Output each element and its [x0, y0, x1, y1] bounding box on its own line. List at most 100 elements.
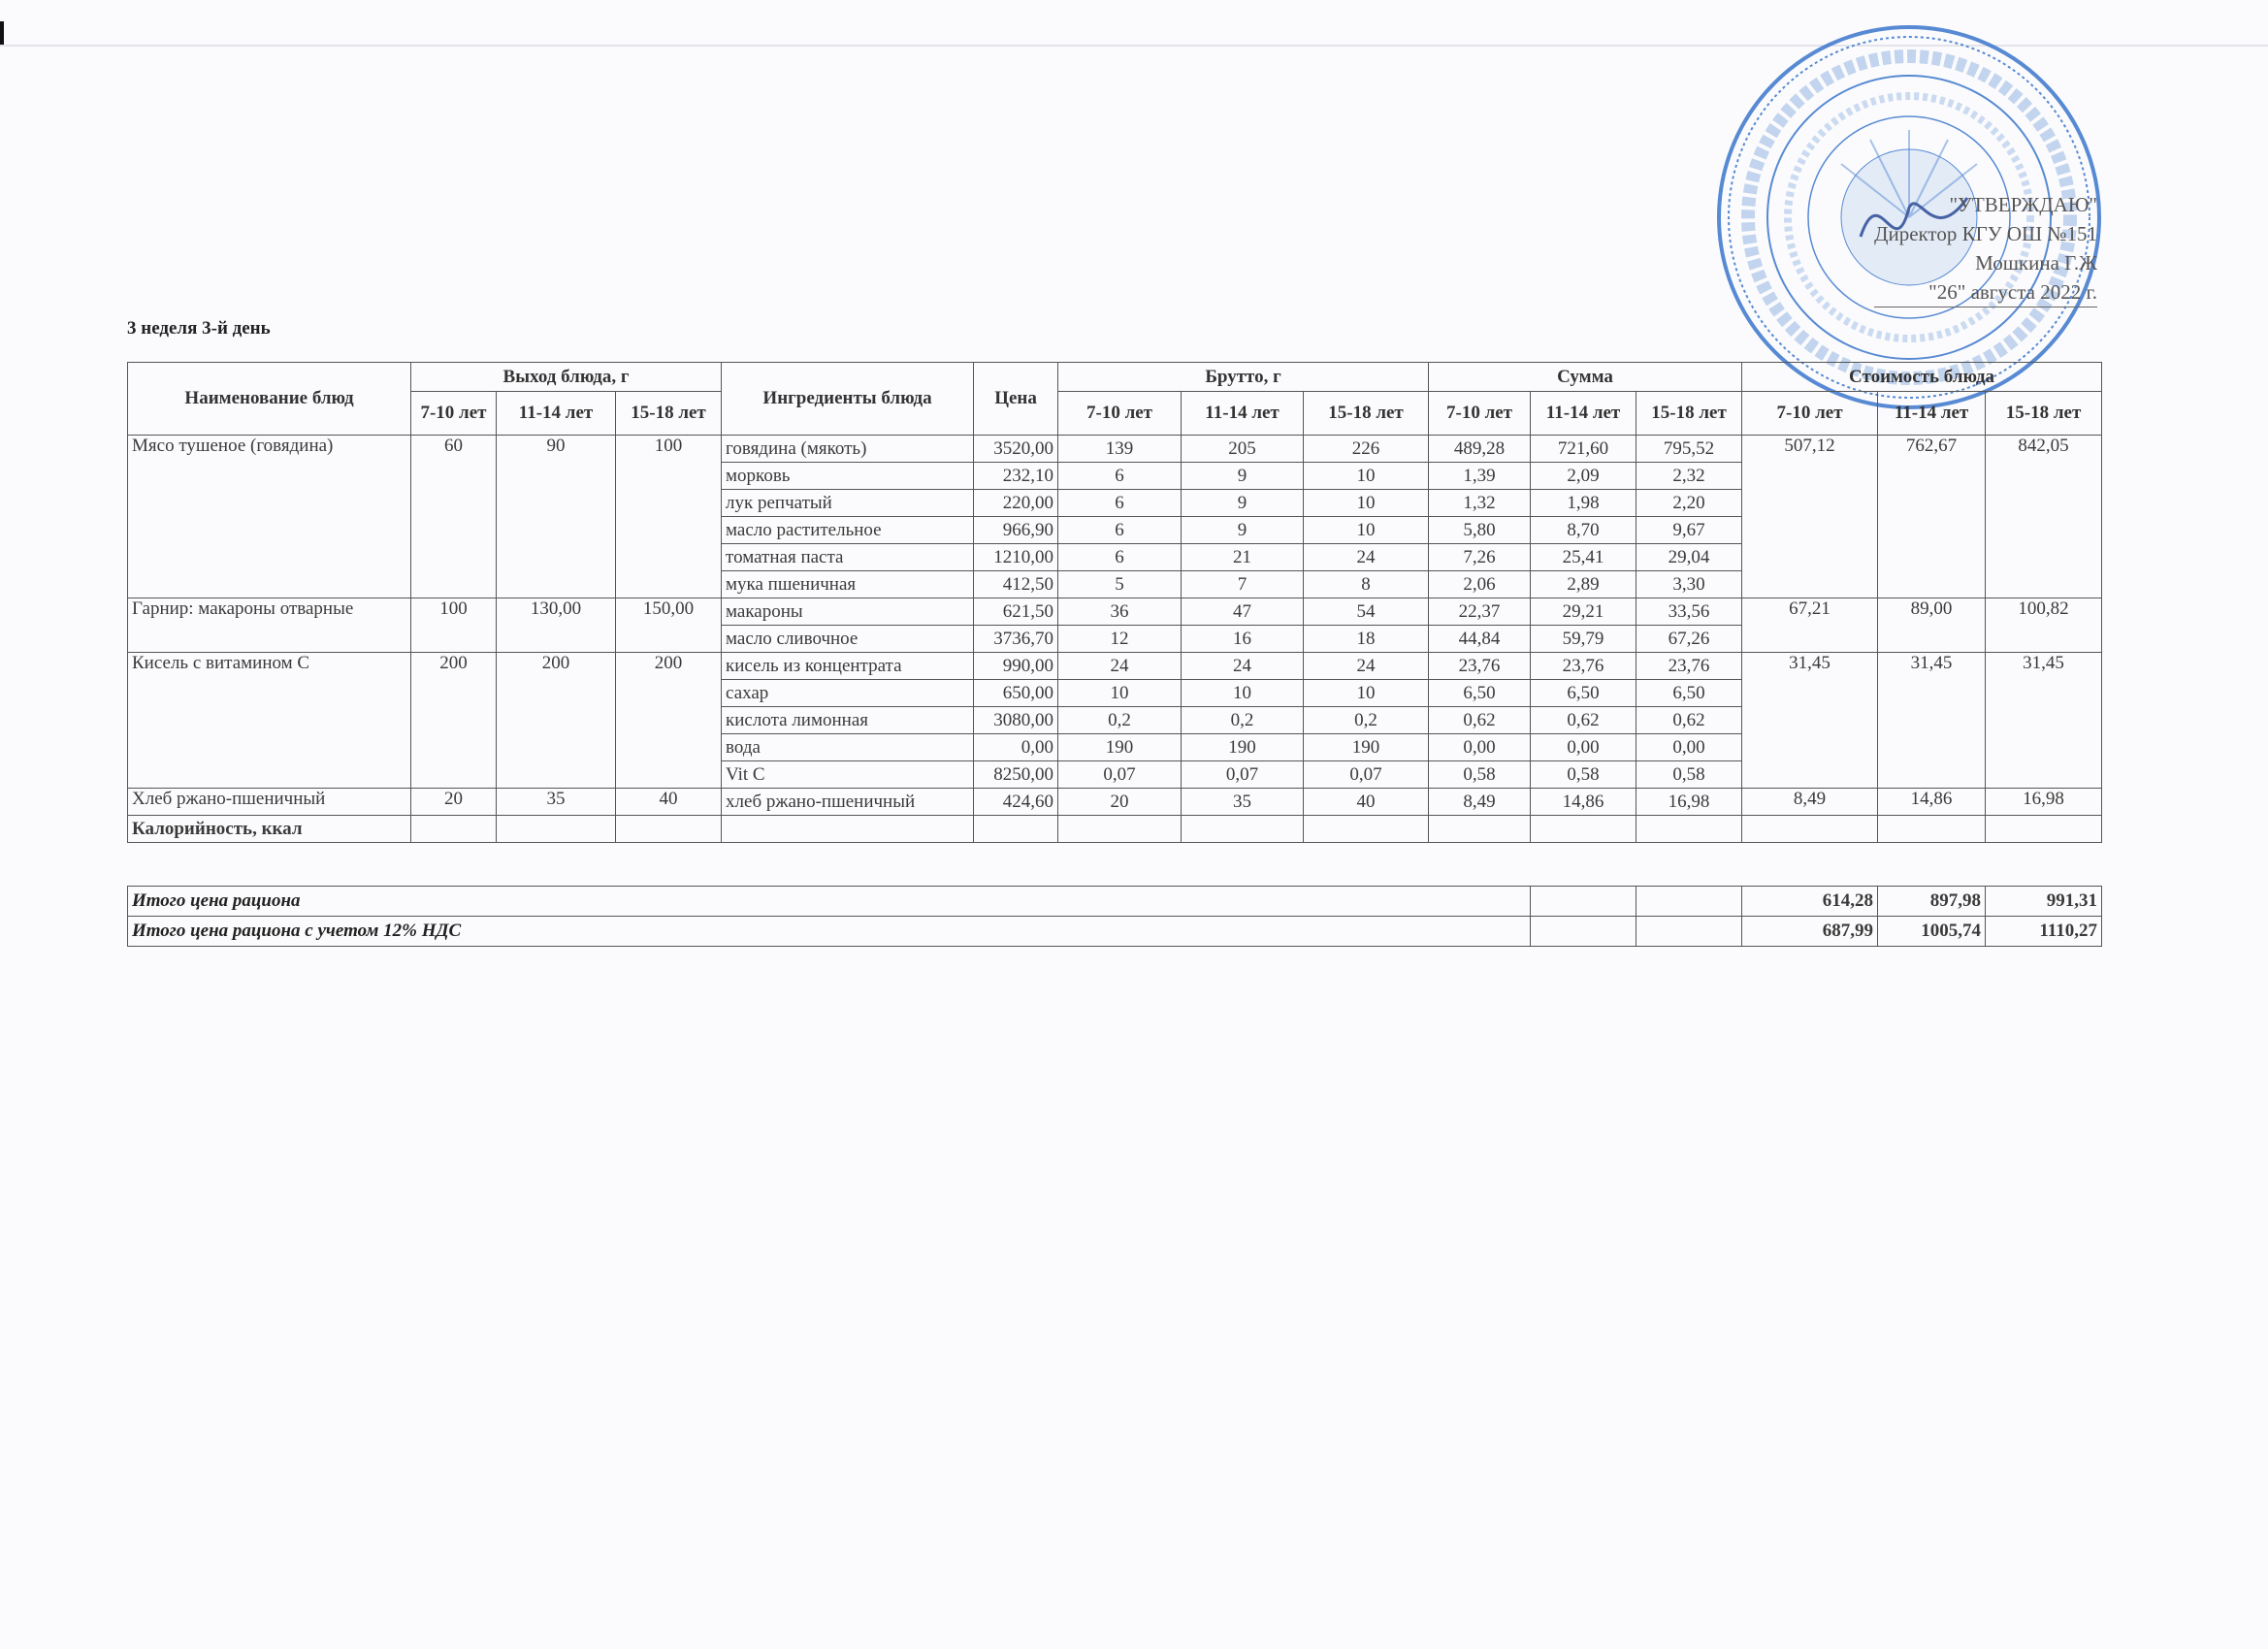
dish-cost: 16,98 — [1985, 788, 2103, 816]
dish-cost: 14,86 — [1877, 788, 1987, 816]
header-cost: Стоимость блюда — [1741, 362, 2103, 392]
ingredient-price: 220,00 — [973, 489, 1059, 517]
ingredient-name: макароны — [721, 598, 975, 626]
approval-position: Директор КГУ ОШ №151 — [1874, 222, 2097, 245]
dish-cost: 8,49 — [1741, 788, 1879, 816]
ingredient-sum: 29,21 — [1530, 598, 1637, 626]
totals-table: Итого цена рациона 614,28 897,98 991,31 Итог… — [127, 886, 2102, 947]
ingredient-brutto: 190 — [1057, 733, 1183, 761]
totals-value: 1005,74 — [1877, 916, 1986, 947]
ingredient-price: 424,60 — [973, 788, 1059, 816]
ingredient-brutto: 10 — [1303, 516, 1430, 544]
header-sum-age-1: 11-14 лет — [1530, 391, 1637, 436]
ingredient-sum: 1,39 — [1428, 462, 1532, 490]
calories-cell — [496, 815, 616, 843]
header-cost-age-0: 7-10 лет — [1741, 391, 1879, 436]
ingredient-sum: 0,00 — [1636, 733, 1743, 761]
approval-heading: "УТВЕРЖДАЮ" — [1949, 193, 2097, 216]
totals-label: Итого цена рациона — [127, 886, 1531, 917]
dish-cost: 31,45 — [1741, 652, 1879, 789]
calories-cell — [1057, 815, 1183, 843]
dish-cost: 31,45 — [1877, 652, 1987, 789]
dish-yield: 100 — [410, 598, 497, 653]
ingredient-brutto: 36 — [1057, 598, 1183, 626]
ingredient-brutto: 20 — [1057, 788, 1183, 816]
ingredient-brutto: 40 — [1303, 788, 1430, 816]
ingredient-brutto: 139 — [1057, 435, 1183, 463]
dish-cost: 842,05 — [1985, 435, 2103, 598]
ingredient-brutto: 47 — [1181, 598, 1305, 626]
ingredient-brutto: 16 — [1181, 625, 1305, 653]
table-row: мука пшеничная 412,50 5 7 8 2,06 2,89 3,30 — [128, 570, 2102, 598]
table-row: томатная паста 1210,00 6 21 24 7,26 25,41 29,04 — [128, 543, 2102, 571]
calories-cell — [614, 815, 723, 843]
ingredient-price: 3080,00 — [973, 706, 1059, 734]
ingredient-price: 1210,00 — [973, 543, 1059, 571]
dish-name: Мясо тушеное (говядина) — [127, 435, 411, 598]
ingredient-brutto: 6 — [1057, 462, 1183, 490]
dish-cost: 100,82 — [1985, 598, 2103, 653]
table-row: масло сливочное 3736,70 12 16 18 44,84 59,79 67… — [128, 625, 2102, 653]
ingredient-sum: 2,06 — [1428, 570, 1532, 598]
header-price: Цена — [973, 362, 1059, 436]
ingredient-sum: 8,70 — [1530, 516, 1637, 544]
ingredient-sum: 1,98 — [1530, 489, 1637, 517]
dish-cost: 507,12 — [1741, 435, 1879, 598]
ingredient-name: масло растительное — [721, 516, 975, 544]
ingredient-price: 3736,70 — [973, 625, 1059, 653]
dish-cost: 67,21 — [1741, 598, 1879, 653]
ingredient-sum: 29,04 — [1636, 543, 1743, 571]
dish-yield: 130,00 — [496, 598, 616, 653]
table-row: сахар 650,00 10 10 10 6,50 6,50 6,50 — [128, 679, 2102, 707]
ingredient-brutto: 12 — [1057, 625, 1183, 653]
header-yield-age-1: 11-14 лет — [496, 391, 616, 436]
table-row: Мясо тушеное (говядина) 60 90 100 говядина (… — [127, 435, 2103, 598]
ingredient-sum: 25,41 — [1530, 543, 1637, 571]
dish-yield: 90 — [496, 435, 616, 598]
ingredient-sum: 14,86 — [1530, 788, 1637, 816]
calories-cell — [410, 815, 497, 843]
ingredient-sum: 2,20 — [1636, 489, 1743, 517]
ingredient-name: лук репчатый — [721, 489, 975, 517]
ingredient-sum: 0,00 — [1530, 733, 1637, 761]
ingredient-brutto: 24 — [1181, 652, 1305, 680]
totals-row: Итого цена рациона с учетом 12% НДС 687,9… — [127, 916, 2102, 947]
header-cost-age-2: 15-18 лет — [1985, 391, 2103, 436]
ingredient-sum: 6,50 — [1530, 679, 1637, 707]
header-brutto: Брутто, г — [1057, 362, 1430, 392]
header-ingredients: Ингредиенты блюда — [721, 362, 975, 436]
ingredient-sum: 67,26 — [1636, 625, 1743, 653]
ingredient-sum: 489,28 — [1428, 435, 1532, 463]
ingredient-price: 966,90 — [973, 516, 1059, 544]
ingredient-name: хлеб ржано-пшеничный — [721, 788, 975, 816]
ingredient-name: масло сливочное — [721, 625, 975, 653]
table-row: Кисель с витамином С 200 200 200 кисель из к… — [127, 652, 2103, 789]
ingredient-brutto: 9 — [1181, 462, 1305, 490]
ingredient-brutto: 10 — [1303, 489, 1430, 517]
dish-name: Кисель с витамином С — [127, 652, 411, 789]
ingredient-brutto: 24 — [1303, 652, 1430, 680]
calories-cell — [1181, 815, 1305, 843]
table-row: Гарнир: макароны отварные 100 130,00 150,00… — [127, 598, 2103, 653]
ingredient-brutto: 226 — [1303, 435, 1430, 463]
ingredient-brutto: 5 — [1057, 570, 1183, 598]
ingredient-brutto: 24 — [1057, 652, 1183, 680]
calories-cell — [1530, 815, 1637, 843]
table-row: Хлеб ржано-пшеничный 20 35 40 хлеб ржано-пше… — [127, 788, 2103, 816]
totals-value: 991,31 — [1985, 886, 2102, 917]
table-row: вода 0,00 190 190 190 0,00 0,00 0,00 — [128, 733, 2102, 761]
header-dish-name: Наименование блюд — [127, 362, 411, 436]
header-sum: Сумма — [1428, 362, 1743, 392]
scan-edge-mark — [0, 21, 4, 45]
ingredient-brutto: 190 — [1181, 733, 1305, 761]
ingredient-brutto: 0,2 — [1057, 706, 1183, 734]
ingredient-sum: 23,76 — [1428, 652, 1532, 680]
totals-empty-cell — [1636, 916, 1742, 947]
ingredient-sum: 0,62 — [1428, 706, 1532, 734]
ingredient-price: 621,50 — [973, 598, 1059, 626]
header-yield: Выход блюда, г — [409, 362, 723, 392]
dish-cost: 89,00 — [1877, 598, 1987, 653]
header-brutto-age-0: 7-10 лет — [1057, 391, 1183, 436]
ingredient-name: морковь — [721, 462, 975, 490]
ingredient-brutto: 9 — [1181, 489, 1305, 517]
